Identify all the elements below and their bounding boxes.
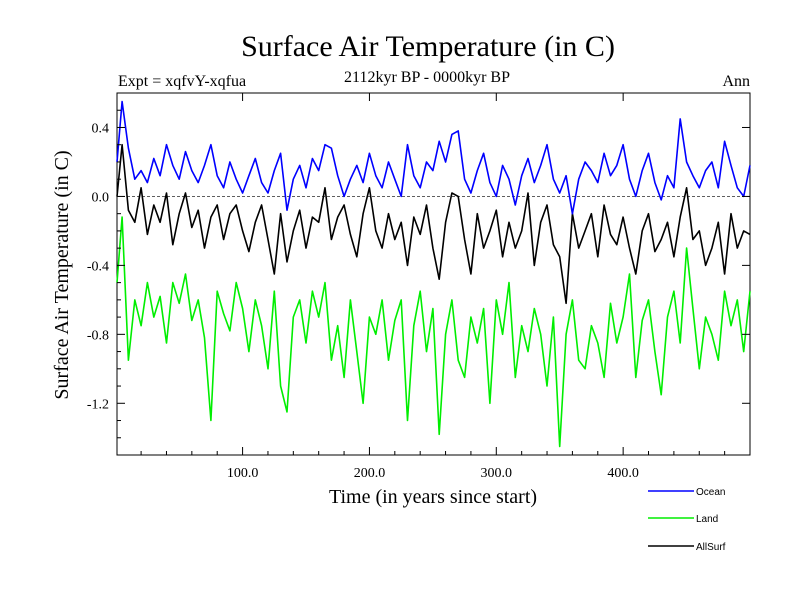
legend: Ocean Land AllSurf	[648, 487, 726, 553]
series-line-ocean	[116, 100, 751, 215]
y-tick-label: -0.4	[87, 259, 109, 274]
y-tick-label: 0.4	[92, 121, 110, 136]
x-axis-label: Time (in years since start)	[329, 486, 537, 508]
x-tick-label: 100.0	[227, 466, 259, 481]
y-axis-label: Surface Air Temperature (in C)	[51, 150, 73, 399]
series-line-allsurf	[116, 143, 751, 305]
x-tick-label: 200.0	[354, 466, 386, 481]
x-tick-label: 300.0	[481, 466, 513, 481]
season-label: Ann	[722, 73, 750, 90]
legend-label-allsurf: AllSurf	[696, 542, 726, 553]
chart-subtitle: 2112kyr BP - 0000kyr BP	[344, 69, 510, 86]
chart-title: Surface Air Temperature (in C)	[241, 30, 615, 63]
experiment-label: Expt = xqfvY-xqfua	[118, 73, 246, 90]
y-tick-label: -0.8	[87, 328, 109, 343]
ticks-layer: 100.0 200.0 300.0 400.0 0.4 0.0 -0.4 -0.8 -1.2	[87, 93, 750, 481]
series-layer	[116, 100, 751, 448]
legend-label-land: Land	[696, 514, 718, 525]
series-line-land	[116, 216, 751, 448]
legend-label-ocean: Ocean	[696, 487, 725, 498]
x-tick-label: 400.0	[607, 466, 639, 481]
y-tick-label: -1.2	[87, 397, 109, 412]
y-tick-label: 0.0	[92, 190, 110, 205]
